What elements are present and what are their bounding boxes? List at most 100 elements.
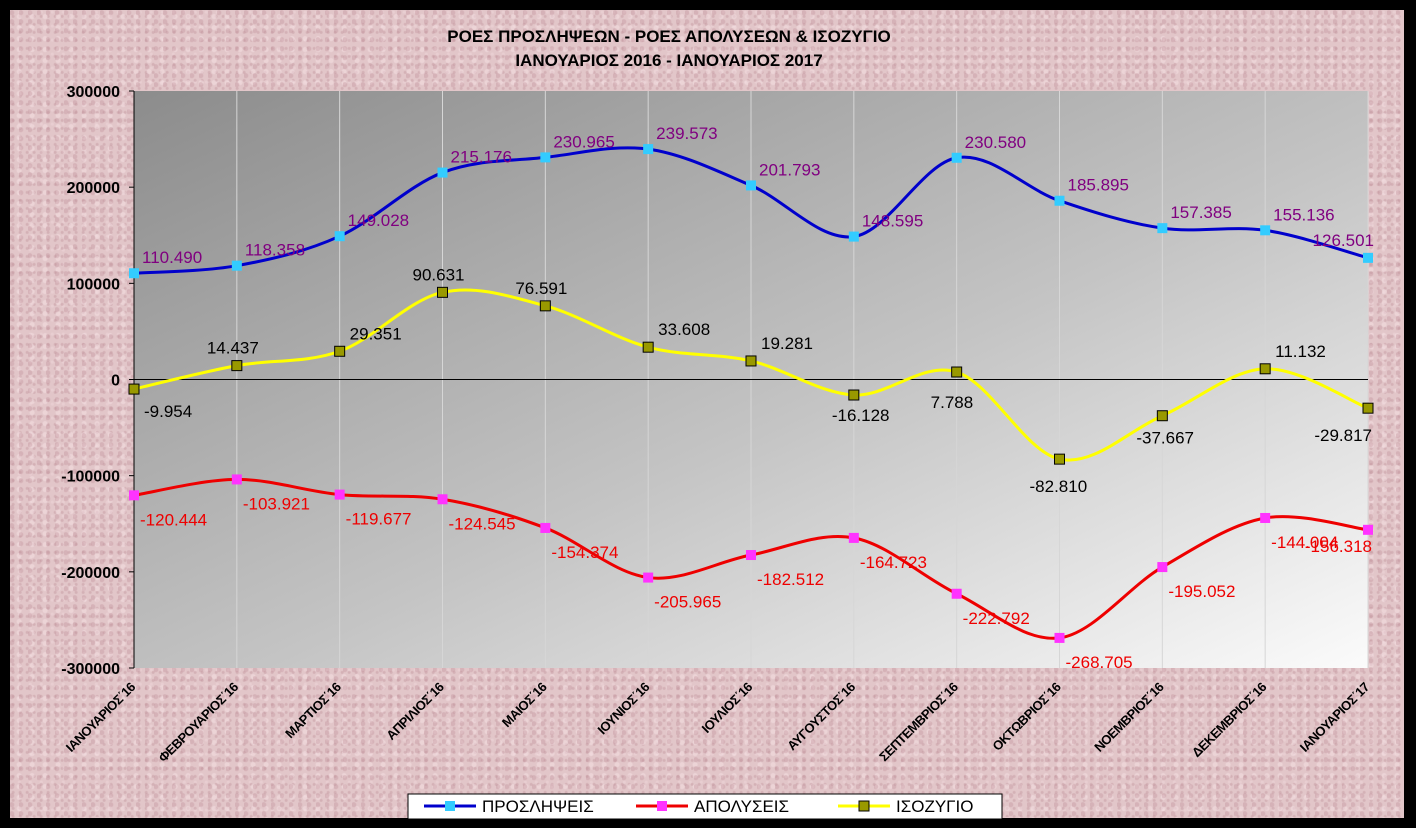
data-label-balance: 90.631 — [413, 265, 465, 284]
data-point-balance — [642, 341, 654, 353]
y-tick-label: -300000 — [61, 661, 120, 678]
chart-subtitle: ΙΑΝΟΥΑΡΙΟΣ 2016 - ΙΑΝΟΥΑΡΙΟΣ 2017 — [515, 51, 822, 70]
data-point-hires — [1363, 252, 1373, 263]
data-point-hires — [643, 144, 654, 155]
data-point-balance — [1362, 402, 1374, 414]
legend: ΠΡΟΣΛΗΨΕΙΣ ΑΠΟΛΥΣΕΙΣ ΙΣΟΖΥΓΙΟ — [407, 793, 1003, 820]
data-point-balance — [231, 360, 243, 372]
data-label-balance: -9.954 — [144, 402, 192, 421]
legend-label-hires: ΠΡΟΣΛΗΨΕΙΣ — [482, 797, 594, 816]
data-point-hires — [1054, 195, 1065, 206]
data-point-balance — [848, 389, 860, 401]
data-label-balance: -82.810 — [1030, 477, 1088, 496]
x-tick-label: ΙΑΝΟΥΑΡΙΟΣ΄17 — [1297, 679, 1372, 754]
data-label-dismissals: -268.705 — [1066, 653, 1133, 672]
data-point-dismissals — [540, 522, 551, 533]
data-point-hires — [848, 231, 859, 242]
data-point-dismissals — [848, 532, 859, 543]
data-label-hires: 126.501 — [1313, 231, 1374, 250]
data-point-hires — [129, 268, 139, 279]
data-label-dismissals: -119.677 — [346, 510, 412, 529]
data-point-hires — [231, 260, 242, 271]
data-label-hires: 185.895 — [1068, 176, 1129, 195]
data-label-balance: 14.437 — [207, 339, 259, 358]
data-labels: 110.490 118.358 149.028 215.176 230.965 239.5… — [140, 124, 1374, 672]
x-tick-label: ΑΠΡΙΛΙΟΣ΄16 — [383, 679, 447, 743]
y-tick-label: 200000 — [67, 180, 120, 197]
data-label-hires: 118.358 — [245, 241, 305, 260]
x-tick-label: ΜΑΡΤΙΟΣ΄16 — [282, 679, 344, 741]
x-tick-label: ΟΚΤΩΒΡΙΟΣ΄16 — [989, 679, 1063, 753]
data-label-dismissals: -120.444 — [140, 510, 207, 529]
data-label-dismissals: -156.318 — [1305, 537, 1372, 556]
series-group — [128, 144, 1374, 643]
data-point-dismissals — [746, 550, 756, 561]
data-point-dismissals — [437, 494, 448, 505]
data-label-balance: 33.608 — [658, 320, 710, 339]
data-point-dismissals — [1363, 524, 1373, 535]
data-point-hires — [1260, 225, 1271, 236]
data-label-hires: 155.136 — [1273, 205, 1334, 224]
data-label-balance: 76.591 — [515, 279, 567, 298]
data-label-balance: 11.132 — [1275, 342, 1326, 361]
data-point-balance — [745, 355, 757, 367]
y-tick-label: -100000 — [61, 469, 120, 486]
x-tick-label: ΑΥΓΟΥΣΤΟΣ΄16 — [784, 679, 858, 753]
x-tick-label: ΜΑΙΟΣ΄16 — [499, 679, 550, 730]
data-point-dismissals — [643, 572, 654, 583]
x-tick-label: ΙΟΥΛΙΟΣ΄16 — [699, 679, 756, 736]
data-point-balance — [128, 383, 140, 395]
data-label-hires: 201.793 — [759, 160, 820, 179]
x-tick-label: ΝΟΕΜΒΡΙΟΣ΄16 — [1091, 679, 1166, 754]
x-tick-label: ΔΕΚΕΜΒΡΙΟΣ΄16 — [1189, 679, 1270, 760]
data-label-dismissals: -222.792 — [963, 609, 1030, 628]
data-label-balance: -37.667 — [1136, 429, 1194, 448]
data-point-balance — [437, 286, 448, 298]
data-label-dismissals: -103.921 — [243, 494, 310, 513]
legend-label-dismissals: ΑΠΟΛΥΣΕΙΣ — [694, 797, 789, 816]
data-label-dismissals: -182.512 — [757, 570, 824, 589]
x-tick-label: ΙΑΝΟΥΑΡΙΟΣ΄16 — [63, 679, 138, 754]
y-tick-label: -200000 — [61, 565, 120, 582]
data-point-hires — [437, 167, 448, 178]
data-point-balance — [334, 345, 346, 357]
legend-marker-balance — [858, 800, 870, 812]
x-tick-label: ΙΟΥΝΙΟΣ΄16 — [594, 679, 652, 737]
data-point-balance — [1156, 410, 1168, 422]
data-label-dismissals: -124.545 — [449, 514, 516, 533]
data-point-hires — [334, 231, 345, 242]
data-label-hires: 239.573 — [656, 124, 717, 143]
data-label-balance: -29.817 — [1314, 426, 1372, 445]
y-tick-label: 100000 — [67, 276, 120, 293]
data-point-dismissals — [334, 489, 345, 500]
data-point-balance — [539, 300, 551, 312]
data-label-balance: 19.281 — [761, 334, 813, 353]
data-point-hires — [746, 180, 756, 191]
data-label-hires: 148.595 — [862, 212, 923, 231]
data-point-dismissals — [129, 490, 139, 501]
data-point-dismissals — [1157, 562, 1168, 573]
data-label-hires: 157.385 — [1170, 203, 1231, 222]
data-point-dismissals — [1260, 512, 1271, 523]
data-label-hires: 215.176 — [451, 148, 512, 167]
data-label-hires: 110.490 — [142, 248, 202, 267]
legend-label-balance: ΙΣΟΖΥΓΙΟ — [896, 797, 974, 816]
legend-marker-hires — [445, 801, 455, 811]
data-label-dismissals: -154.374 — [551, 543, 618, 562]
x-tick-label: ΦΕΒΡΟΥΑΡΙΟΣ΄16 — [155, 679, 241, 765]
y-tick-label: 0 — [111, 373, 120, 390]
y-axis-ticks: 300000 200000 100000 0 -100000 -200000 -300000 — [61, 84, 134, 678]
data-point-hires — [1157, 223, 1168, 234]
data-point-balance — [1054, 453, 1065, 465]
data-point-balance — [1259, 363, 1271, 375]
data-point-dismissals — [231, 474, 242, 485]
data-point-hires — [951, 152, 962, 163]
data-label-balance: 7.788 — [931, 393, 974, 412]
data-label-hires: 230.580 — [965, 133, 1026, 152]
data-label-hires: 230.965 — [553, 132, 614, 151]
x-axis-ticks: ΙΑΝΟΥΑΡΙΟΣ΄16 ΦΕΒΡΟΥΑΡΙΟΣ΄16 ΜΑΡΤΙΟΣ΄16 ΑΠΡ… — [63, 679, 1372, 765]
legend-box — [407, 793, 1003, 820]
data-point-hires — [540, 152, 551, 163]
data-label-dismissals: -144.004 — [1271, 533, 1338, 552]
